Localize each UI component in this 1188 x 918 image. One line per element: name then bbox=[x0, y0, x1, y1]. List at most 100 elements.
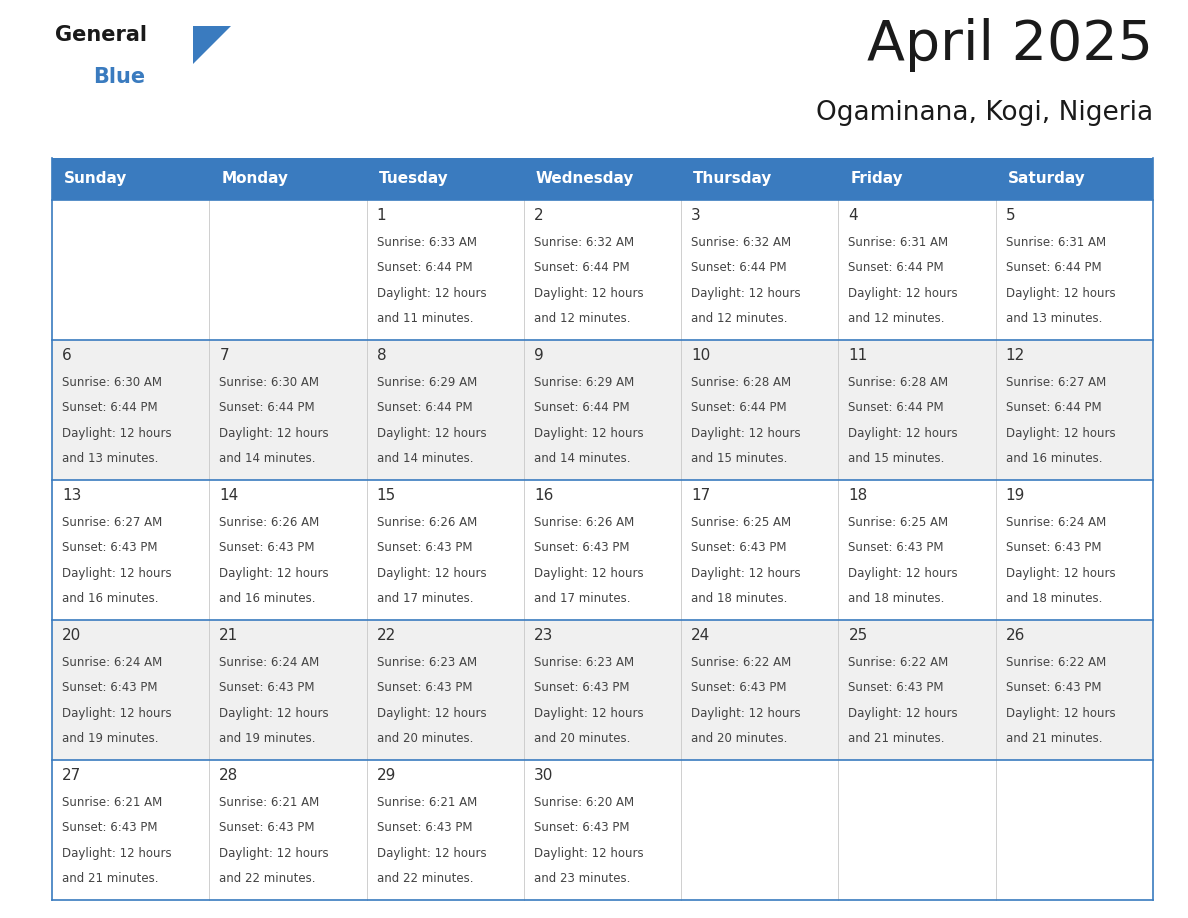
Text: Sunrise: 6:32 AM: Sunrise: 6:32 AM bbox=[533, 236, 634, 249]
Bar bbox=[367, 760, 524, 900]
Text: Sunday: Sunday bbox=[64, 172, 127, 186]
Text: and 16 minutes.: and 16 minutes. bbox=[220, 592, 316, 605]
Text: Sunrise: 6:20 AM: Sunrise: 6:20 AM bbox=[533, 796, 634, 809]
Text: Sunrise: 6:24 AM: Sunrise: 6:24 AM bbox=[62, 656, 163, 669]
Text: Daylight: 12 hours: Daylight: 12 hours bbox=[691, 427, 801, 440]
Text: Daylight: 12 hours: Daylight: 12 hours bbox=[220, 567, 329, 580]
Text: Daylight: 12 hours: Daylight: 12 hours bbox=[377, 707, 486, 720]
Text: Daylight: 12 hours: Daylight: 12 hours bbox=[848, 287, 958, 300]
Text: 30: 30 bbox=[533, 768, 554, 783]
Text: and 14 minutes.: and 14 minutes. bbox=[533, 453, 631, 465]
Text: and 12 minutes.: and 12 minutes. bbox=[533, 312, 631, 325]
Text: Daylight: 12 hours: Daylight: 12 hours bbox=[377, 847, 486, 860]
Text: Sunset: 6:43 PM: Sunset: 6:43 PM bbox=[62, 542, 158, 554]
Text: and 18 minutes.: and 18 minutes. bbox=[848, 592, 944, 605]
Text: Sunrise: 6:31 AM: Sunrise: 6:31 AM bbox=[1006, 236, 1106, 249]
Text: Sunset: 6:43 PM: Sunset: 6:43 PM bbox=[62, 681, 158, 694]
Bar bbox=[839, 200, 996, 340]
Text: Sunset: 6:43 PM: Sunset: 6:43 PM bbox=[1006, 542, 1101, 554]
Text: Sunset: 6:44 PM: Sunset: 6:44 PM bbox=[691, 401, 786, 414]
Bar bbox=[681, 340, 839, 480]
Bar bbox=[524, 620, 681, 760]
Text: and 15 minutes.: and 15 minutes. bbox=[848, 453, 944, 465]
Text: Sunset: 6:43 PM: Sunset: 6:43 PM bbox=[533, 681, 630, 694]
Text: Sunset: 6:44 PM: Sunset: 6:44 PM bbox=[691, 262, 786, 274]
Text: Daylight: 12 hours: Daylight: 12 hours bbox=[848, 567, 958, 580]
Bar bbox=[209, 480, 367, 620]
Text: Blue: Blue bbox=[93, 67, 145, 87]
Bar bbox=[839, 158, 996, 200]
Text: Sunrise: 6:21 AM: Sunrise: 6:21 AM bbox=[220, 796, 320, 809]
Text: Daylight: 12 hours: Daylight: 12 hours bbox=[62, 847, 171, 860]
Bar bbox=[209, 620, 367, 760]
Text: Sunrise: 6:24 AM: Sunrise: 6:24 AM bbox=[1006, 516, 1106, 529]
Text: Daylight: 12 hours: Daylight: 12 hours bbox=[1006, 427, 1116, 440]
Text: Sunset: 6:43 PM: Sunset: 6:43 PM bbox=[1006, 681, 1101, 694]
Text: Sunrise: 6:29 AM: Sunrise: 6:29 AM bbox=[377, 376, 476, 389]
Bar bbox=[367, 200, 524, 340]
Text: Daylight: 12 hours: Daylight: 12 hours bbox=[1006, 567, 1116, 580]
Text: Sunrise: 6:27 AM: Sunrise: 6:27 AM bbox=[62, 516, 163, 529]
Text: 1: 1 bbox=[377, 208, 386, 223]
Text: Sunset: 6:43 PM: Sunset: 6:43 PM bbox=[848, 681, 944, 694]
Text: 12: 12 bbox=[1006, 348, 1025, 363]
Text: Daylight: 12 hours: Daylight: 12 hours bbox=[691, 567, 801, 580]
Bar bbox=[996, 340, 1154, 480]
Text: Daylight: 12 hours: Daylight: 12 hours bbox=[848, 707, 958, 720]
Bar bbox=[367, 480, 524, 620]
Text: Daylight: 12 hours: Daylight: 12 hours bbox=[533, 847, 644, 860]
Text: Daylight: 12 hours: Daylight: 12 hours bbox=[377, 567, 486, 580]
Text: and 20 minutes.: and 20 minutes. bbox=[691, 733, 788, 745]
Text: Daylight: 12 hours: Daylight: 12 hours bbox=[62, 427, 171, 440]
Text: and 16 minutes.: and 16 minutes. bbox=[1006, 453, 1102, 465]
Bar bbox=[524, 340, 681, 480]
Text: 27: 27 bbox=[62, 768, 81, 783]
Bar bbox=[52, 340, 209, 480]
Text: Sunset: 6:43 PM: Sunset: 6:43 PM bbox=[220, 681, 315, 694]
Text: and 22 minutes.: and 22 minutes. bbox=[220, 872, 316, 885]
Text: Sunrise: 6:22 AM: Sunrise: 6:22 AM bbox=[1006, 656, 1106, 669]
Text: Wednesday: Wednesday bbox=[536, 172, 634, 186]
Text: 23: 23 bbox=[533, 628, 554, 643]
Bar bbox=[839, 340, 996, 480]
Text: 14: 14 bbox=[220, 488, 239, 503]
Bar bbox=[52, 620, 209, 760]
Bar bbox=[524, 480, 681, 620]
Bar bbox=[839, 480, 996, 620]
Text: Sunrise: 6:23 AM: Sunrise: 6:23 AM bbox=[533, 656, 634, 669]
Text: Daylight: 12 hours: Daylight: 12 hours bbox=[220, 707, 329, 720]
Text: 3: 3 bbox=[691, 208, 701, 223]
Text: and 18 minutes.: and 18 minutes. bbox=[1006, 592, 1102, 605]
Text: Sunset: 6:43 PM: Sunset: 6:43 PM bbox=[691, 542, 786, 554]
Text: Daylight: 12 hours: Daylight: 12 hours bbox=[533, 707, 644, 720]
Bar bbox=[996, 760, 1154, 900]
Text: Daylight: 12 hours: Daylight: 12 hours bbox=[533, 567, 644, 580]
Text: 20: 20 bbox=[62, 628, 81, 643]
Text: 5: 5 bbox=[1006, 208, 1016, 223]
Text: Daylight: 12 hours: Daylight: 12 hours bbox=[533, 427, 644, 440]
Text: and 20 minutes.: and 20 minutes. bbox=[533, 733, 630, 745]
Text: Daylight: 12 hours: Daylight: 12 hours bbox=[533, 287, 644, 300]
Text: Sunrise: 6:28 AM: Sunrise: 6:28 AM bbox=[848, 376, 948, 389]
Text: Sunrise: 6:28 AM: Sunrise: 6:28 AM bbox=[691, 376, 791, 389]
Text: Sunrise: 6:25 AM: Sunrise: 6:25 AM bbox=[691, 516, 791, 529]
Text: Daylight: 12 hours: Daylight: 12 hours bbox=[220, 847, 329, 860]
Text: Sunset: 6:44 PM: Sunset: 6:44 PM bbox=[533, 262, 630, 274]
Text: and 20 minutes.: and 20 minutes. bbox=[377, 733, 473, 745]
Text: Sunrise: 6:22 AM: Sunrise: 6:22 AM bbox=[848, 656, 949, 669]
Text: Sunset: 6:43 PM: Sunset: 6:43 PM bbox=[691, 681, 786, 694]
Text: Sunset: 6:44 PM: Sunset: 6:44 PM bbox=[377, 262, 472, 274]
Text: Sunrise: 6:22 AM: Sunrise: 6:22 AM bbox=[691, 656, 791, 669]
Text: Sunrise: 6:30 AM: Sunrise: 6:30 AM bbox=[220, 376, 320, 389]
Bar bbox=[367, 620, 524, 760]
Bar bbox=[209, 760, 367, 900]
Text: 15: 15 bbox=[377, 488, 396, 503]
Bar bbox=[209, 200, 367, 340]
Bar bbox=[839, 760, 996, 900]
Text: 17: 17 bbox=[691, 488, 710, 503]
Text: Daylight: 12 hours: Daylight: 12 hours bbox=[62, 707, 171, 720]
Text: and 17 minutes.: and 17 minutes. bbox=[533, 592, 631, 605]
Text: Sunset: 6:44 PM: Sunset: 6:44 PM bbox=[62, 401, 158, 414]
Text: Daylight: 12 hours: Daylight: 12 hours bbox=[62, 567, 171, 580]
Bar bbox=[52, 200, 209, 340]
